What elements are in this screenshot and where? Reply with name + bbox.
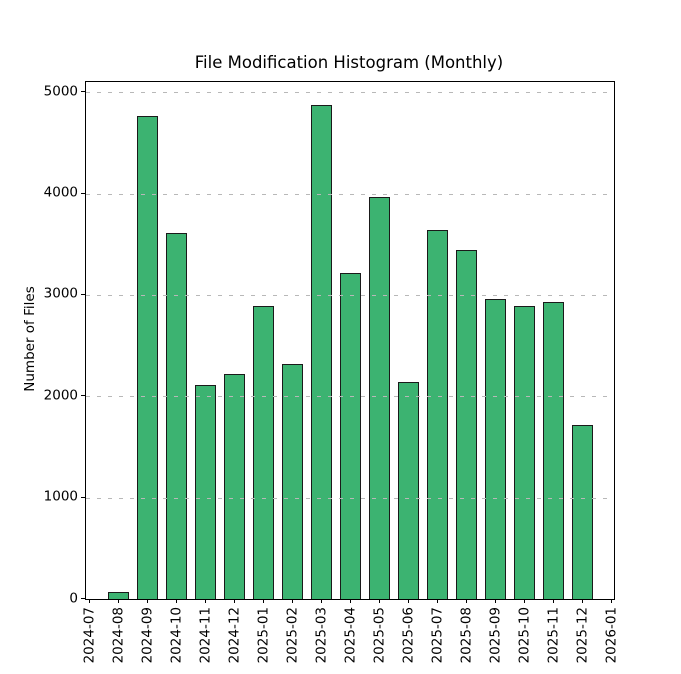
x-tick-label-2024-11: 2024-11: [197, 607, 214, 664]
gridline-3000: [86, 294, 614, 296]
x-tick-2024-09: [146, 599, 148, 603]
plot-area: [85, 81, 615, 600]
x-tick-label-2025-08: 2025-08: [458, 607, 475, 664]
y-tick-label-4000: 4000: [43, 184, 78, 201]
bar-2025-06: [397, 381, 419, 599]
x-tick-label-2024-10: 2024-10: [168, 607, 185, 664]
x-tick-label-2024-08: 2024-08: [110, 607, 127, 664]
x-tick-label-2024-07: 2024-07: [81, 607, 98, 664]
x-tick-label-2025-11: 2025-11: [545, 607, 562, 664]
x-tick-2024-10: [175, 599, 177, 603]
bar-2024-12: [223, 374, 245, 599]
x-tick-label-2025-01: 2025-01: [255, 607, 272, 664]
x-tick-label-2024-12: 2024-12: [226, 607, 243, 664]
bar-2025-08: [455, 249, 477, 599]
x-tick-2025-06: [407, 599, 409, 603]
bar-2025-05: [368, 197, 390, 599]
bar-2025-02: [281, 364, 303, 599]
x-tick-2025-01: [262, 599, 264, 603]
bar-2025-10: [513, 305, 535, 599]
x-tick-2024-08: [117, 599, 119, 603]
x-tick-label-2025-12: 2025-12: [574, 607, 591, 664]
x-tick-label-2025-02: 2025-02: [284, 607, 301, 664]
x-tick-2025-09: [494, 599, 496, 603]
x-tick-2025-05: [378, 599, 380, 603]
x-tick-label-2024-09: 2024-09: [139, 607, 156, 664]
x-tick-2025-02: [291, 599, 293, 603]
y-axis-label: Number of Files: [22, 286, 38, 392]
x-tick-label-2025-03: 2025-03: [313, 607, 330, 664]
x-tick-label-2025-09: 2025-09: [487, 607, 504, 664]
y-tick-5000: [81, 91, 85, 93]
x-tick-label-2025-04: 2025-04: [342, 607, 359, 664]
bar-2024-08: [107, 592, 129, 599]
gridline-2000: [86, 396, 614, 398]
bar-2025-12: [571, 425, 593, 599]
x-tick-2024-12: [233, 599, 235, 603]
y-tick-label-1000: 1000: [43, 488, 78, 505]
gridline-4000: [86, 193, 614, 195]
y-tick-0: [81, 598, 85, 599]
x-tick-2026-01: [610, 599, 612, 603]
y-tick-1000: [81, 496, 85, 498]
bar-2025-07: [426, 229, 448, 599]
x-tick-2025-07: [436, 599, 438, 603]
x-tick-2025-10: [523, 599, 525, 603]
x-tick-label-2026-01: 2026-01: [603, 607, 620, 664]
bar-2025-09: [484, 299, 506, 599]
x-tick-label-2025-06: 2025-06: [400, 607, 417, 664]
gridline-5000: [86, 92, 614, 94]
x-tick-2024-07: [88, 599, 90, 603]
gridline-1000: [86, 497, 614, 499]
y-tick-label-2000: 2000: [43, 387, 78, 403]
y-tick-2000: [81, 395, 85, 397]
bar-2025-03: [310, 104, 332, 599]
x-tick-label-2025-07: 2025-07: [429, 607, 446, 664]
bar-2025-04: [339, 273, 361, 599]
bar-2024-11: [194, 384, 216, 599]
bar-2025-01: [252, 305, 274, 599]
bar-2024-10: [165, 232, 187, 599]
bar-2025-11: [542, 301, 564, 599]
x-tick-2025-12: [581, 599, 583, 603]
y-tick-4000: [81, 192, 85, 194]
x-tick-label-2025-05: 2025-05: [371, 607, 388, 664]
y-tick-label-3000: 3000: [43, 285, 78, 302]
x-tick-label-2025-10: 2025-10: [516, 607, 533, 664]
x-tick-2025-04: [349, 599, 351, 603]
y-tick-label-5000: 5000: [43, 82, 78, 99]
y-tick-label-0: 0: [69, 589, 78, 606]
x-tick-2025-08: [465, 599, 467, 603]
y-tick-3000: [81, 293, 85, 295]
bar-2024-09: [136, 115, 158, 599]
x-tick-2024-11: [204, 599, 206, 603]
x-tick-2025-11: [552, 599, 554, 603]
chart-title: File Modification Histogram (Monthly): [194, 53, 504, 72]
x-tick-2025-03: [320, 599, 322, 603]
